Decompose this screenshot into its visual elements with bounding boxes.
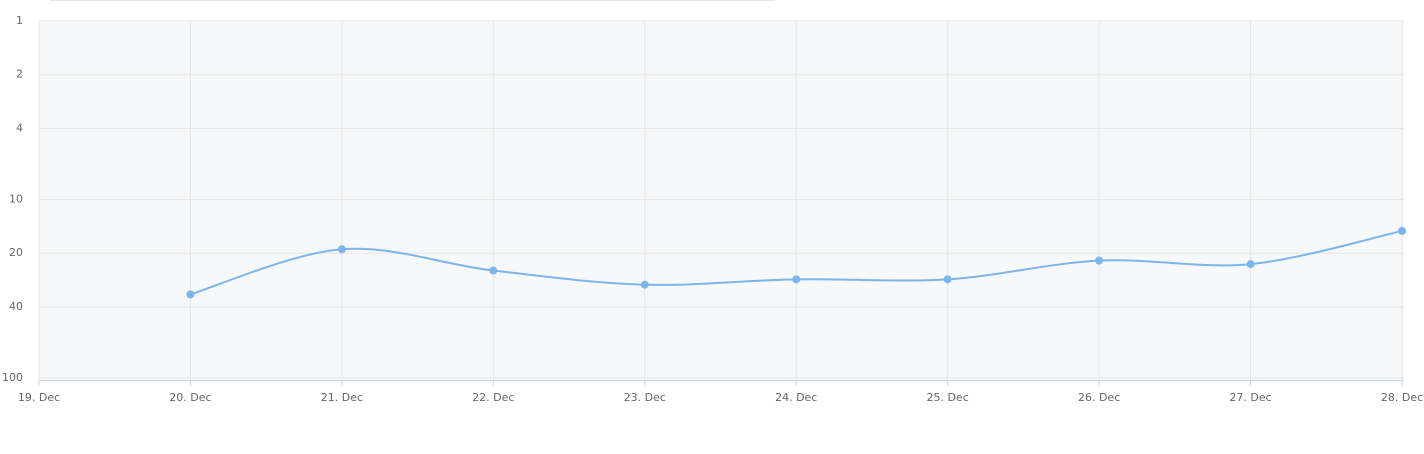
data-point bbox=[792, 275, 801, 284]
data-point bbox=[1095, 256, 1104, 265]
x-tick-label: 19. Dec bbox=[18, 391, 60, 404]
data-point bbox=[489, 266, 498, 275]
y-tick-label: 10 bbox=[9, 193, 23, 206]
plot-background bbox=[39, 21, 1404, 380]
y-tick-label: 100 bbox=[2, 371, 23, 384]
data-point bbox=[943, 275, 952, 284]
scrollbar bbox=[50, 0, 775, 1]
x-tick-label: 21. Dec bbox=[321, 391, 363, 404]
x-tick-label: 20. Dec bbox=[169, 391, 211, 404]
y-tick-label: 2 bbox=[16, 68, 23, 81]
y-tick-label: 40 bbox=[9, 300, 23, 313]
x-tick-label: 26. Dec bbox=[1078, 391, 1120, 404]
data-point bbox=[337, 245, 346, 254]
data-point bbox=[1246, 260, 1255, 269]
x-tick-label: 28. Dec bbox=[1381, 391, 1423, 404]
y-tick-label: 1 bbox=[16, 14, 23, 27]
x-tick-label: 24. Dec bbox=[775, 391, 817, 404]
x-tick-label: 25. Dec bbox=[927, 391, 969, 404]
x-tick-label: 27. Dec bbox=[1229, 391, 1271, 404]
x-tick-label: 23. Dec bbox=[624, 391, 666, 404]
data-point bbox=[640, 280, 649, 289]
y-tick-label: 4 bbox=[16, 121, 23, 134]
x-tick-label: 22. Dec bbox=[472, 391, 514, 404]
data-point bbox=[186, 290, 195, 299]
y-tick-label: 20 bbox=[9, 246, 23, 259]
data-point bbox=[1398, 226, 1406, 235]
